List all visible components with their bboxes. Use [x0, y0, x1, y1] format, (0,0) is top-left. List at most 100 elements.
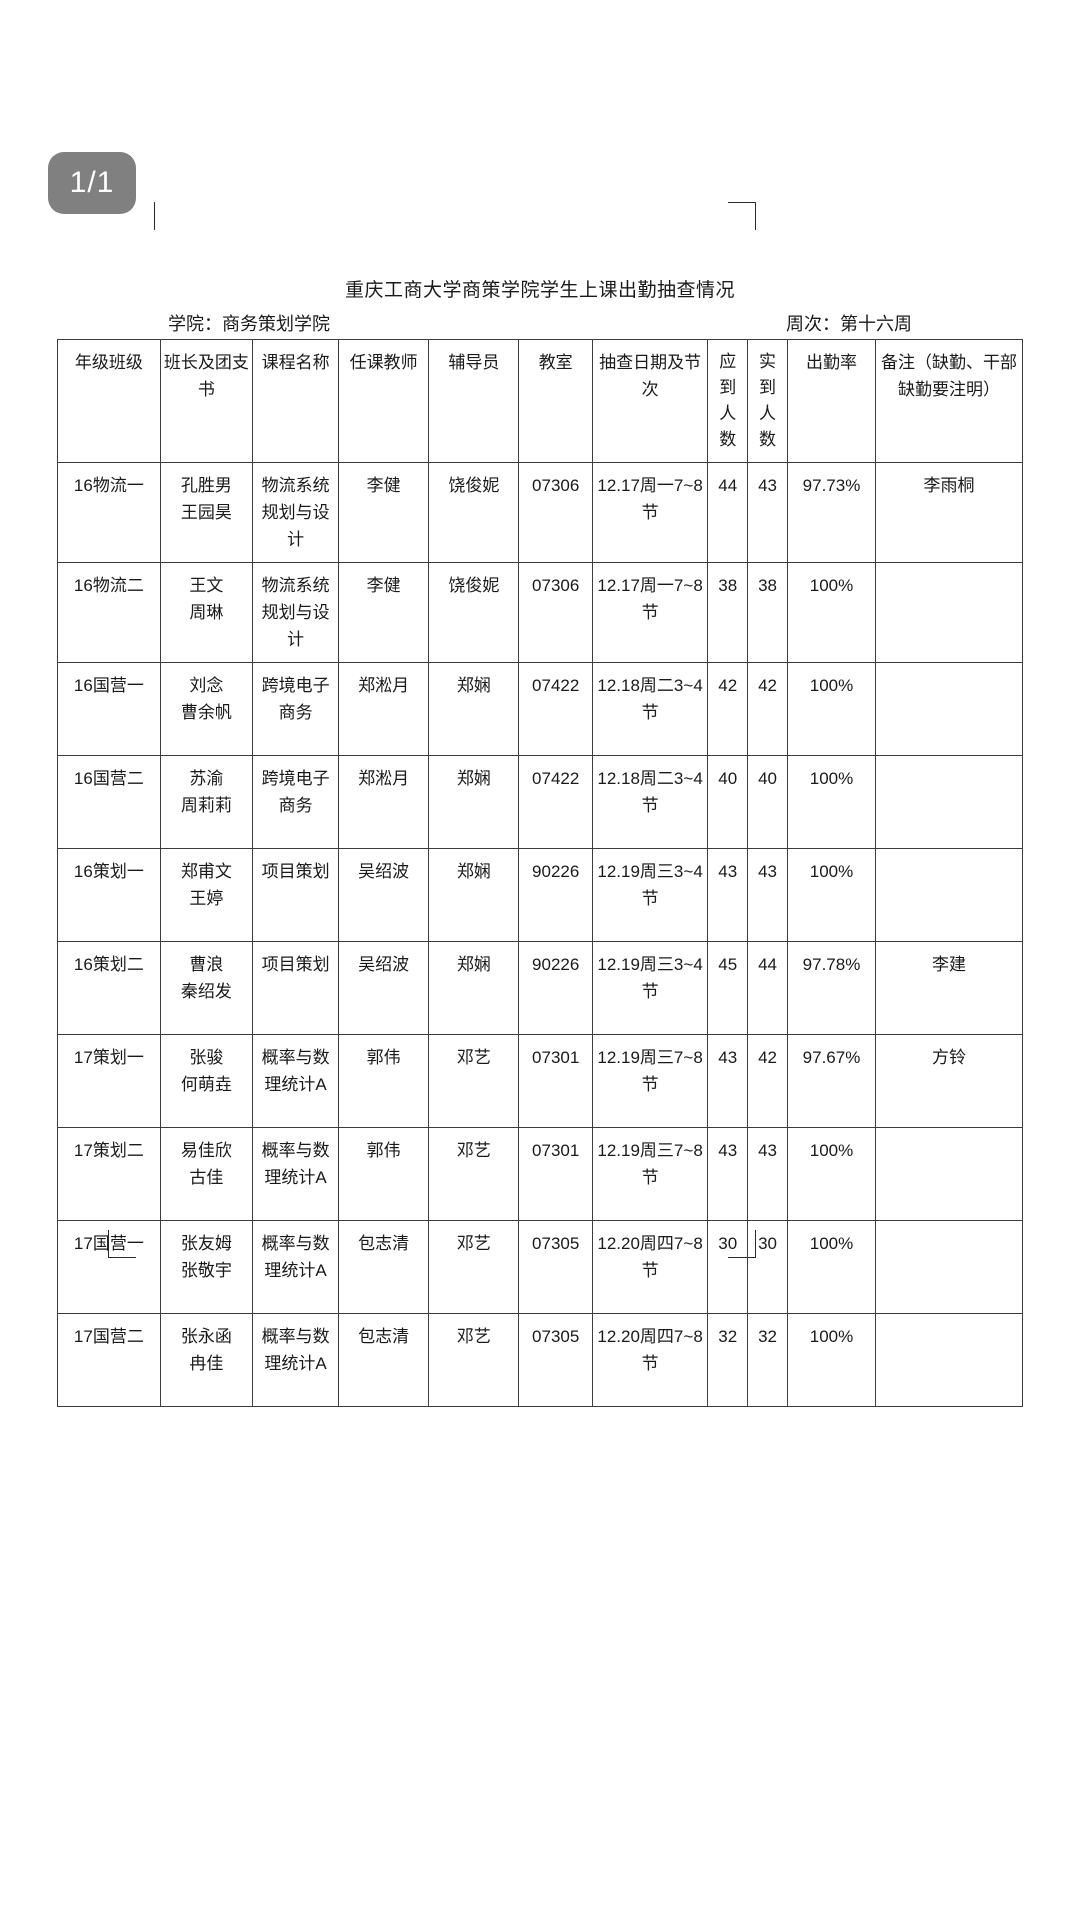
- cell-course: 物流系统规划与设计: [252, 562, 340, 663]
- cell-teacher: 李健: [338, 462, 430, 563]
- cell-monitor: 张永函 冉佳: [159, 1313, 254, 1407]
- crop-mark-top-left: [154, 202, 182, 230]
- cell-class: 16国营一: [57, 662, 161, 756]
- cell-monitor: 苏渝 周莉莉: [159, 755, 254, 849]
- cell-course: 概率与数理统计A: [252, 1127, 340, 1221]
- cell-due-count: 32: [707, 1313, 749, 1407]
- cell-teacher: 吴绍波: [338, 848, 430, 942]
- cell-adviser: 邓艺: [428, 1220, 520, 1314]
- cell-room: 07422: [518, 662, 593, 756]
- table-row: 17国营二 张永函 冉佳 概率与数理统计A 包志清 邓艺 07305 12.20周四7~8节 3…: [57, 1313, 1023, 1407]
- column-header-due-count: 应 到 人 数: [707, 339, 749, 463]
- cell-course: 物流系统规划与设计: [252, 462, 340, 563]
- table-row: 17国营一 张友姆 张敬宇 概率与数理统计A 包志清 邓艺 07305 12.20周四7~8节…: [57, 1220, 1023, 1314]
- cell-rate: 100%: [786, 755, 877, 849]
- cell-monitor: 曹浪 秦绍发: [159, 941, 254, 1035]
- cell-remark: [875, 662, 1023, 756]
- cell-room: 07305: [518, 1220, 593, 1314]
- cell-course: 项目策划: [252, 848, 340, 942]
- column-header-teacher: 任课教师: [338, 339, 430, 463]
- cell-date: 12.18周二3~4节: [591, 662, 709, 756]
- crop-mark-top-right: [728, 202, 756, 230]
- cell-actual-count: 43: [747, 1127, 788, 1221]
- cell-actual-count: 42: [747, 662, 788, 756]
- table-row: 16物流一 孔胜男 王园昊 物流系统规划与设计 李健 饶俊妮 07306 12.17周一7~8…: [57, 462, 1023, 563]
- cell-monitor: 王文 周琳: [159, 562, 254, 663]
- table-row: 16物流二 王文 周琳 物流系统规划与设计 李健 饶俊妮 07306 12.17周一7~8节 3…: [57, 562, 1023, 663]
- cell-remark: 方铃: [875, 1034, 1023, 1128]
- table-row: 16策划一 郑甫文 王婷 项目策划 吴绍波 郑娴 90226 12.19周三3~4节 43 43 1…: [57, 848, 1023, 942]
- cell-room: 90226: [518, 848, 593, 942]
- column-header-actual-count: 实 到 人 数: [747, 339, 788, 463]
- cell-due-count: 38: [707, 562, 749, 663]
- cell-class: 16策划一: [57, 848, 161, 942]
- column-header-remark: 备注（缺勤、干部缺勤要注明）: [875, 339, 1023, 463]
- cell-actual-count: 40: [747, 755, 788, 849]
- cell-teacher: 包志清: [338, 1220, 430, 1314]
- table-row: 17策划一 张骏 何萌垚 概率与数理统计A 郭伟 邓艺 07301 12.19周三7~8节 43…: [57, 1034, 1023, 1128]
- cell-remark: 李雨桐: [875, 462, 1023, 563]
- cell-monitor: 孔胜男 王园昊: [159, 462, 254, 563]
- cell-actual-count: 38: [747, 562, 788, 663]
- cell-actual-count: 30: [747, 1220, 788, 1314]
- cell-date: 12.20周四7~8节: [591, 1220, 709, 1314]
- cell-monitor: 刘念 曹余帆: [159, 662, 254, 756]
- table-row: 16国营一 刘念 曹余帆 跨境电子商务 郑淞月 郑娴 07422 12.18周二3~4节 42 4…: [57, 662, 1023, 756]
- cell-teacher: 郑淞月: [338, 662, 430, 756]
- cell-class: 17国营二: [57, 1313, 161, 1407]
- cell-rate: 100%: [786, 848, 877, 942]
- cell-date: 12.17周一7~8节: [591, 462, 709, 563]
- cell-rate: 97.78%: [786, 941, 877, 1035]
- cell-adviser: 邓艺: [428, 1127, 520, 1221]
- cell-room: 90226: [518, 941, 593, 1035]
- cell-room: 07306: [518, 562, 593, 663]
- cell-teacher: 郭伟: [338, 1127, 430, 1221]
- cell-actual-count: 43: [747, 848, 788, 942]
- cell-class: 16国营二: [57, 755, 161, 849]
- cell-remark: [875, 1127, 1023, 1221]
- actual-char-1: 实: [759, 352, 777, 371]
- cell-actual-count: 42: [747, 1034, 788, 1128]
- cell-teacher: 郭伟: [338, 1034, 430, 1128]
- cell-date: 12.19周三7~8节: [591, 1034, 709, 1128]
- cell-room: 07422: [518, 755, 593, 849]
- cell-date: 12.19周三3~4节: [591, 848, 709, 942]
- cell-course: 概率与数理统计A: [252, 1313, 340, 1407]
- cell-class: 16物流一: [57, 462, 161, 563]
- cell-room: 07301: [518, 1034, 593, 1128]
- cell-class: 17策划一: [57, 1034, 161, 1128]
- cell-rate: 97.73%: [786, 462, 877, 563]
- page-indicator-badge[interactable]: 1/1: [48, 152, 136, 214]
- week-label: 周次：第十六周: [786, 314, 912, 334]
- cell-rate: 100%: [786, 1127, 877, 1221]
- due-char-2: 到: [719, 378, 737, 397]
- actual-char-4: 数: [759, 430, 777, 449]
- table-header: 年级班级 班长及团支书 课程名称 任课教师 辅导员 教室 抽查日期及节次 应 到…: [57, 339, 1023, 463]
- cell-remark: [875, 755, 1023, 849]
- table-header-row: 年级班级 班长及团支书 课程名称 任课教师 辅导员 教室 抽查日期及节次 应 到…: [57, 339, 1023, 463]
- cell-adviser: 郑娴: [428, 941, 520, 1035]
- cell-actual-count: 44: [747, 941, 788, 1035]
- table-body: 16物流一 孔胜男 王园昊 物流系统规划与设计 李健 饶俊妮 07306 12.17周一7~8…: [57, 462, 1023, 1407]
- document-meta-row: 学院：商务策划学院 周次：第十六周: [168, 312, 912, 336]
- cell-due-count: 30: [707, 1220, 749, 1314]
- due-char-4: 数: [719, 430, 737, 449]
- cell-remark: [875, 848, 1023, 942]
- cell-due-count: 43: [707, 848, 749, 942]
- attendance-table: 年级班级 班长及团支书 课程名称 任课教师 辅导员 教室 抽查日期及节次 应 到…: [57, 339, 1023, 1407]
- cell-adviser: 邓艺: [428, 1313, 520, 1407]
- cell-adviser: 郑娴: [428, 662, 520, 756]
- cell-actual-count: 32: [747, 1313, 788, 1407]
- cell-teacher: 吴绍波: [338, 941, 430, 1035]
- cell-due-count: 44: [707, 462, 749, 563]
- cell-teacher: 包志清: [338, 1313, 430, 1407]
- cell-date: 12.19周三3~4节: [591, 941, 709, 1035]
- cell-teacher: 李健: [338, 562, 430, 663]
- cell-monitor: 易佳欣 古佳: [159, 1127, 254, 1221]
- cell-rate: 100%: [786, 1313, 877, 1407]
- cell-due-count: 43: [707, 1034, 749, 1128]
- cell-due-count: 43: [707, 1127, 749, 1221]
- cell-date: 12.17周一7~8节: [591, 562, 709, 663]
- cell-class: 17国营一: [57, 1220, 161, 1314]
- cell-date: 12.18周二3~4节: [591, 755, 709, 849]
